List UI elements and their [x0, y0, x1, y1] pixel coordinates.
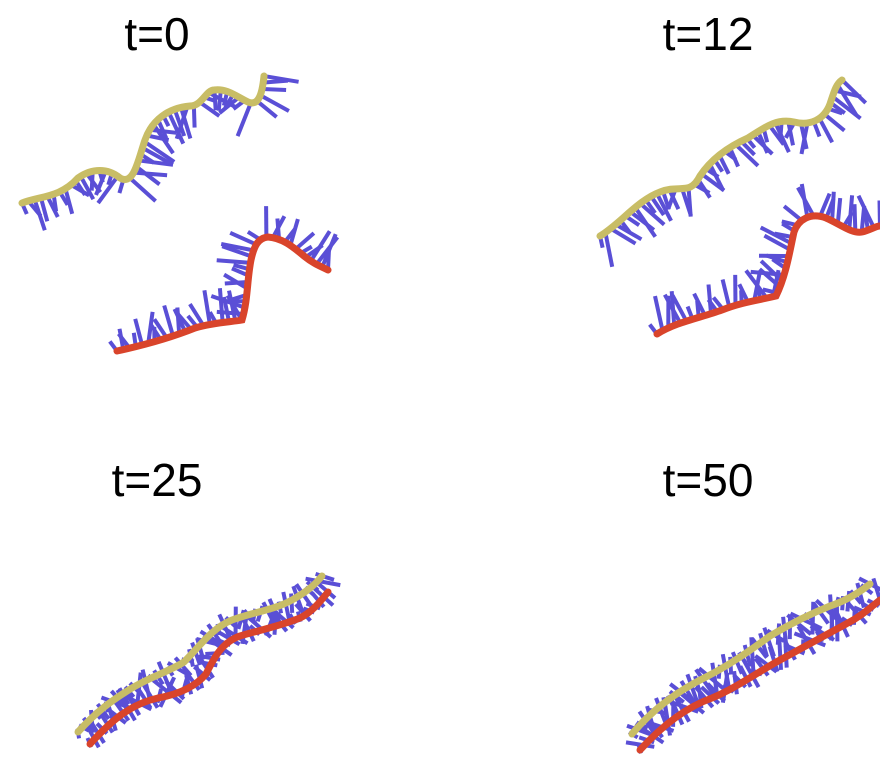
base-stick [603, 230, 615, 268]
base-stick [625, 740, 655, 749]
base-stick [174, 103, 190, 140]
base-stick [32, 196, 47, 231]
base-stick [165, 109, 186, 145]
base-stick [654, 697, 668, 724]
base-stick [793, 631, 827, 648]
base-stick [126, 174, 157, 203]
base-stick [632, 204, 657, 238]
base-stick [697, 666, 727, 692]
base-stick [637, 200, 666, 227]
base-stick [786, 613, 813, 636]
panel-t0: t=0 [18, 8, 340, 355]
base-stick [749, 637, 756, 671]
base-stick [744, 269, 770, 301]
base-stick [217, 288, 225, 325]
base-stick [834, 81, 859, 117]
base-stick [131, 170, 168, 178]
base-stick [141, 138, 176, 164]
base-stick [87, 718, 106, 744]
base-stick [856, 194, 877, 231]
lower-strand [86, 588, 332, 748]
panel-title: t=50 [663, 454, 754, 506]
base-stick [845, 600, 868, 625]
base-stick [777, 640, 783, 671]
base-stick [96, 173, 121, 205]
base-stick [305, 576, 341, 588]
sticks-lower [648, 183, 880, 337]
panel-t12: t=12 [596, 8, 880, 338]
base-stick [662, 700, 672, 736]
base-stick [720, 653, 732, 690]
base-stick [871, 577, 880, 607]
base-stick [653, 295, 665, 334]
base-stick [772, 120, 791, 153]
base-stick [685, 673, 700, 706]
base-stick [257, 92, 290, 113]
base-stick [750, 269, 787, 277]
base-stick [720, 672, 730, 703]
base-stick [855, 582, 866, 609]
base-stick [112, 698, 131, 722]
base-stick [767, 646, 780, 673]
upper-strand [74, 572, 326, 736]
lower-strand [113, 233, 332, 355]
base-stick [783, 636, 789, 668]
base-stick [196, 654, 215, 680]
base-stick [812, 602, 830, 625]
base-stick [754, 654, 778, 674]
sticks-lower [108, 206, 340, 354]
base-stick [679, 679, 696, 703]
panel-title: t=0 [124, 8, 189, 60]
base-stick [152, 678, 183, 705]
base-stick [135, 672, 143, 705]
base-stick [235, 100, 254, 137]
base-stick [178, 104, 193, 140]
base-stick [220, 242, 256, 253]
base-stick [694, 685, 715, 709]
lower-strand [653, 212, 880, 338]
base-stick [136, 158, 174, 167]
panel-title: t=25 [112, 454, 203, 506]
base-stick [123, 689, 142, 717]
base-stick [831, 604, 850, 638]
panel-title: t=12 [663, 8, 754, 60]
base-stick [141, 682, 160, 709]
panel-t25: t=25 [74, 454, 341, 749]
upper-strand [18, 72, 268, 207]
sticks-lower [625, 577, 880, 754]
base-stick [694, 668, 717, 698]
lower-strand [636, 596, 880, 754]
upper-strand [596, 76, 846, 240]
base-stick [202, 289, 213, 327]
base-stick [847, 195, 855, 232]
base-stick [241, 617, 256, 643]
base-stick [739, 655, 761, 689]
base-stick [216, 258, 253, 265]
base-stick [139, 145, 174, 167]
base-stick [308, 230, 332, 264]
panel-t50: t=50 [625, 454, 880, 754]
base-stick [162, 304, 176, 339]
base-stick [789, 611, 823, 631]
base-stick [677, 690, 706, 715]
base-stick [663, 293, 684, 326]
base-stick [261, 73, 299, 84]
upper-strand [628, 580, 874, 738]
base-stick [710, 662, 719, 692]
base-stick [150, 121, 175, 155]
base-stick [221, 244, 255, 260]
base-stick [839, 77, 868, 105]
base-stick [84, 723, 101, 749]
